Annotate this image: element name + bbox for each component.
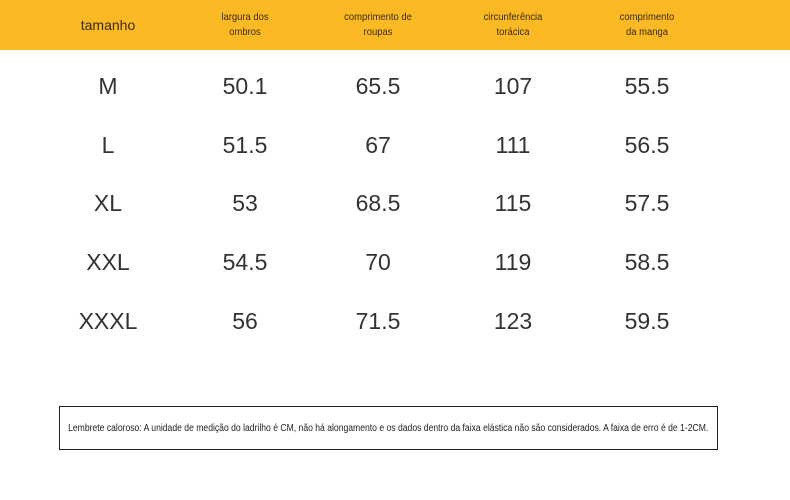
cell-shoulder-width: 51.5 <box>222 131 268 158</box>
cell-size: XXL <box>86 248 130 275</box>
cell-shoulder-width: 56 <box>232 307 258 334</box>
header-size: tamanho <box>80 17 136 33</box>
cell-sleeve-length: 57.5 <box>624 189 670 216</box>
cell-size: XXXL <box>78 307 138 334</box>
table-row: XXL 54.5 70 119 58.5 <box>0 242 790 282</box>
cell-sleeve-length: 55.5 <box>624 72 670 99</box>
cell-chest-circumference: 111 <box>495 131 531 158</box>
cell-sleeve-length: 56.5 <box>624 131 670 158</box>
table-header: tamanho largura dos ombros comprimento d… <box>0 0 790 50</box>
table-row: L 51.5 67 111 56.5 <box>0 125 790 165</box>
cell-garment-length: 67 <box>365 131 391 158</box>
cell-sleeve-length: 59.5 <box>624 307 670 334</box>
cell-size: L <box>101 131 115 158</box>
cell-size: M <box>98 72 118 99</box>
cell-garment-length: 65.5 <box>355 72 401 99</box>
cell-shoulder-width: 50.1 <box>222 72 268 99</box>
cell-shoulder-width: 54.5 <box>222 248 268 275</box>
header-chest-circumference: circunferência torácica <box>483 11 543 38</box>
table-row: XL 53 68.5 115 57.5 <box>0 183 790 223</box>
measurement-note-box: Lembrete caloroso: A unidade de medição … <box>59 406 718 450</box>
cell-shoulder-width: 53 <box>232 189 258 216</box>
cell-garment-length: 70 <box>365 248 391 275</box>
cell-sleeve-length: 58.5 <box>624 248 670 275</box>
header-garment-length: comprimento de roupas <box>344 11 412 38</box>
measurement-note-text: Lembrete caloroso: A unidade de medição … <box>68 422 709 434</box>
cell-chest-circumference: 115 <box>494 189 532 216</box>
cell-chest-circumference: 123 <box>493 307 533 334</box>
cell-garment-length: 68.5 <box>355 189 401 216</box>
header-sleeve-length: comprimento da manga <box>619 11 675 38</box>
table-row: M 50.1 65.5 107 55.5 <box>0 66 790 106</box>
table-row: XXXL 56 71.5 123 59.5 <box>0 301 790 341</box>
cell-garment-length: 71.5 <box>355 307 401 334</box>
cell-size: XL <box>93 189 123 216</box>
cell-chest-circumference: 119 <box>494 248 532 275</box>
header-shoulder-width: largura dos ombros <box>221 11 269 38</box>
cell-chest-circumference: 107 <box>493 72 533 99</box>
